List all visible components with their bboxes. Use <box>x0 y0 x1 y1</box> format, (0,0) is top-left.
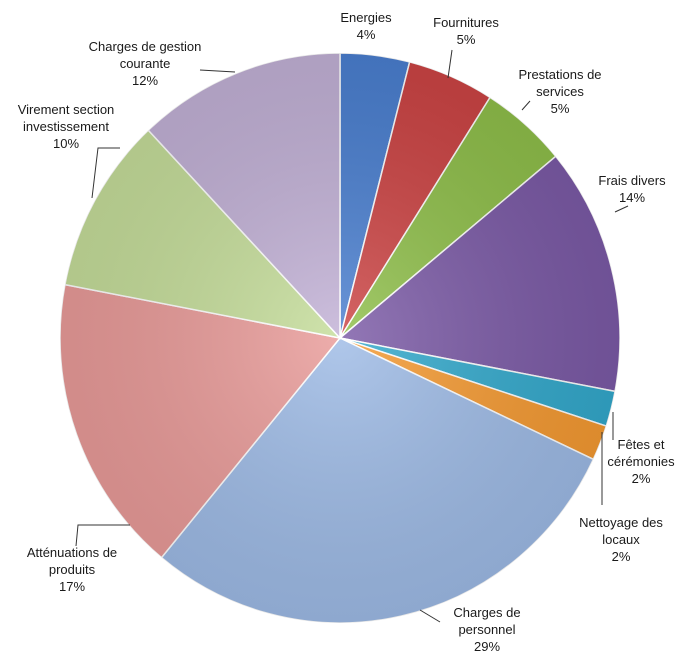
slice-label-energies: Energies <box>340 10 392 25</box>
slice-labels: Energies 4% Fournitures 5% Prestations de ser… <box>18 10 675 654</box>
slice-percent-charges-de-gestion-courante: 12% <box>132 73 158 88</box>
leader-line-prestations-de-services <box>521 100 531 111</box>
slice-label-charges-de-gestion-courante: Charges de gestion courante <box>89 39 202 71</box>
slice-label-fetes-et-ceremonies: Fêtes et cérémonies <box>607 437 675 469</box>
slice-percent-prestations-de-services: 5% <box>551 101 570 116</box>
leader-line-charges-de-gestion-courante <box>199 69 236 73</box>
leader-line-attenuations-de-produits <box>75 524 130 547</box>
slice-percent-attenuations-de-produits: 17% <box>59 579 85 594</box>
slice-percent-virement-section-investissement: 10% <box>53 136 79 151</box>
slice-percent-frais-divers: 14% <box>619 190 645 205</box>
leader-line-fournitures <box>447 49 453 79</box>
slice-percent-charges-de-personnel: 29% <box>474 639 500 654</box>
slice-label-fournitures: Fournitures <box>433 15 499 30</box>
leader-line-frais-divers <box>614 205 629 213</box>
slice-label-prestations-de-services: Prestations de services <box>518 67 601 99</box>
slice-percent-nettoyage-des-locaux: 2% <box>612 549 631 564</box>
slice-label-virement-section-investissement: Virement section investissement <box>18 102 115 134</box>
slice-percent-energies: 4% <box>357 27 376 42</box>
slice-label-charges-de-personnel: Charges de personnel <box>453 605 520 637</box>
slice-percent-fetes-et-ceremonies: 2% <box>632 471 651 486</box>
slice-label-nettoyage-des-locaux: Nettoyage des locaux <box>579 515 663 547</box>
leader-line-charges-de-personnel <box>419 609 441 623</box>
leader-line-virement-section-investissement <box>91 147 120 199</box>
slice-label-frais-divers: Frais divers <box>598 173 666 188</box>
leader-lines <box>75 49 629 623</box>
slice-percent-fournitures: 5% <box>457 32 476 47</box>
pie-slices <box>59 52 621 624</box>
slice-label-attenuations-de-produits: Atténuations de produits <box>27 545 117 577</box>
